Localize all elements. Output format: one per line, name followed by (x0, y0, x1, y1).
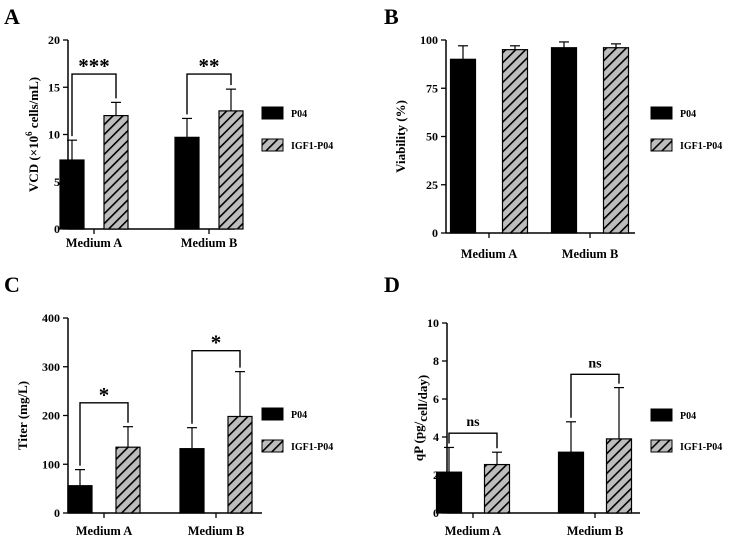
panel-letter: A (4, 4, 20, 29)
panels-root: A 0 5 10 15 20 VCD (×106 cells/mL) Medium A Medi… (4, 4, 722, 538)
y-tick-label: 0 (432, 226, 438, 240)
bar-P04-Medium-A (449, 58, 477, 234)
y-tick-label: 300 (42, 360, 60, 374)
category-label: Medium A (66, 236, 123, 250)
bar-P04-Medium-B (557, 451, 585, 514)
significance-bracket (570, 373, 620, 418)
legend-label: P04 (680, 109, 696, 120)
y-tick-label: 15 (48, 80, 60, 94)
bar-IGF1-P04-Medium-A (483, 463, 511, 514)
legend-swatch (650, 138, 673, 152)
bar-IGF1-P04-Medium-B (218, 110, 244, 230)
panel-B: B 0 25 50 75 100 Viability (%) Medium A Medium B… (384, 4, 722, 261)
y-tick-label: 100 (42, 457, 60, 471)
bar-IGF1-P04-Medium-B (602, 47, 630, 234)
y-tick-label: 20 (48, 33, 60, 47)
category-label: Medium B (567, 524, 624, 538)
y-tick-label: 400 (42, 311, 60, 325)
panel-A: A 0 5 10 15 20 VCD (×106 cells/mL) Medium A Medi… (4, 4, 333, 250)
y-axis-label: VCD (×106 cells/mL) (24, 77, 41, 192)
bar-IGF1-P04-Medium-A (115, 446, 141, 514)
significance-bracket (186, 73, 232, 115)
bar-P04-Medium-B (179, 448, 205, 514)
significance-bracket (448, 432, 498, 449)
category-label: Medium B (181, 236, 238, 250)
y-tick-label: 4 (433, 430, 439, 444)
bar-P04-Medium-A (435, 471, 463, 514)
significance-bracket (71, 73, 117, 137)
legend-swatch (650, 439, 673, 453)
significance-label: ns (588, 356, 602, 371)
bar-P04-Medium-A (59, 159, 85, 230)
bar-IGF1-P04-Medium-A (103, 114, 129, 230)
panel-letter: B (384, 4, 399, 29)
category-label: Medium A (445, 524, 502, 538)
legend-swatch (650, 408, 673, 422)
panel-C: C 0 100 200 300 400 Titer (mg/L) Medium A Medium… (4, 272, 333, 538)
y-axis-label: Titer (mg/L) (15, 381, 30, 450)
y-tick-label: 0 (54, 506, 60, 520)
legend-swatch (650, 106, 673, 120)
y-tick-label: 50 (426, 130, 438, 144)
legend-label: P04 (291, 109, 307, 120)
y-tick-label: 10 (427, 316, 439, 330)
legend-label: IGF1-P04 (680, 141, 722, 152)
legend-label: IGF1-P04 (291, 442, 333, 453)
significance-label: ns (466, 415, 480, 430)
y-tick-label: 6 (433, 392, 439, 406)
legend-swatch (261, 106, 284, 120)
legend-label: IGF1-P04 (680, 442, 722, 453)
bar-P04-Medium-B (550, 47, 578, 234)
panel-letter: C (4, 272, 20, 297)
category-label: Medium A (461, 247, 518, 261)
y-axis-label: Viability (%) (393, 100, 408, 173)
legend-label: P04 (291, 410, 307, 421)
bar-IGF1-P04-Medium-A (501, 49, 529, 234)
legend-swatch (261, 439, 284, 453)
bar-P04-Medium-A (67, 485, 93, 514)
category-label: Medium B (188, 524, 245, 538)
y-tick-label: 25 (426, 178, 438, 192)
y-tick-label: 75 (426, 81, 438, 95)
category-label: Medium A (76, 524, 133, 538)
y-tick-label: 100 (420, 33, 438, 47)
panel-letter: D (384, 272, 400, 297)
y-tick-label: 5 (54, 175, 60, 189)
significance-label: * (211, 331, 222, 355)
category-label: Medium B (562, 247, 619, 261)
significance-label: *** (78, 54, 110, 78)
legend-label: P04 (680, 411, 696, 422)
legend-swatch (261, 407, 284, 421)
y-tick-label: 10 (48, 128, 60, 142)
legend-swatch (261, 138, 284, 152)
bar-IGF1-P04-Medium-B (605, 438, 633, 514)
legend-label: IGF1-P04 (291, 141, 333, 152)
y-tick-label: 200 (42, 409, 60, 423)
bar-P04-Medium-B (174, 136, 200, 230)
significance-bracket (79, 402, 129, 466)
significance-label: ** (199, 54, 220, 78)
bar-IGF1-P04-Medium-B (227, 415, 253, 514)
significance-label: * (99, 383, 110, 407)
significance-bracket (191, 349, 241, 424)
y-tick-label: 8 (433, 354, 439, 368)
y-tick-label: 0 (54, 222, 60, 236)
y-axis-label: qP (pg/cell/day) (411, 375, 430, 461)
